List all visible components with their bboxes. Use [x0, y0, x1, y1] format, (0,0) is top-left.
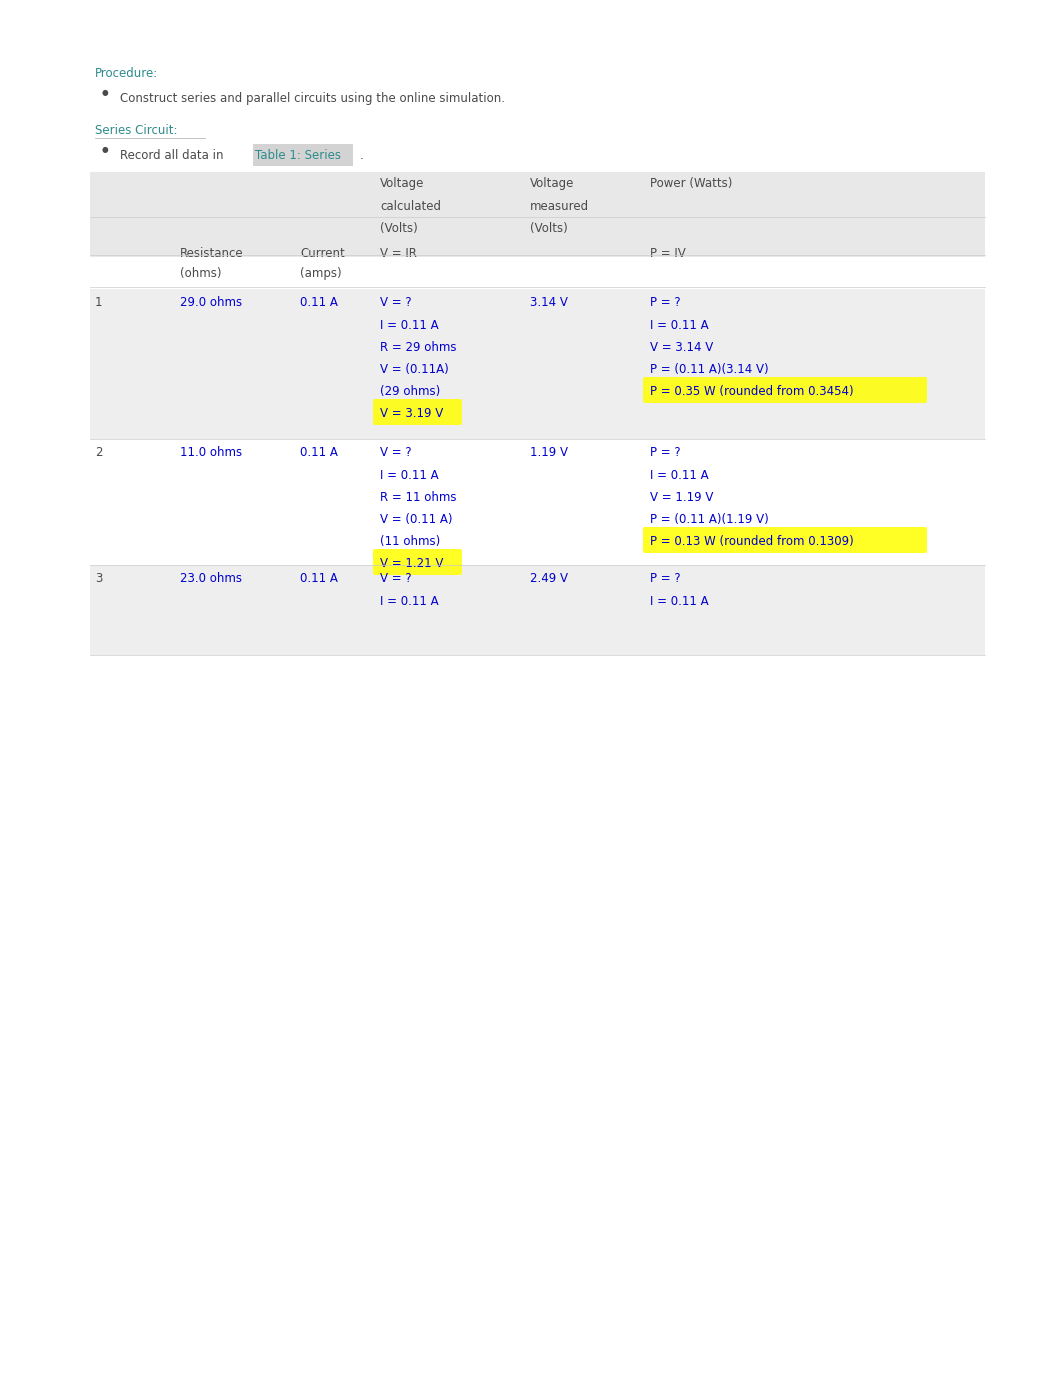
- Text: Current: Current: [299, 246, 345, 260]
- Text: Series Circuit:: Series Circuit:: [95, 124, 177, 136]
- FancyBboxPatch shape: [253, 145, 353, 167]
- Text: calculated: calculated: [380, 200, 441, 213]
- Text: V = 3.14 V: V = 3.14 V: [650, 341, 714, 354]
- Text: (ohms): (ohms): [179, 267, 222, 280]
- Text: 1.19 V: 1.19 V: [530, 446, 568, 459]
- Text: measured: measured: [530, 200, 589, 213]
- Text: 0.11 A: 0.11 A: [299, 446, 338, 459]
- Text: P = 0.35 W (rounded from 0.3454): P = 0.35 W (rounded from 0.3454): [650, 386, 854, 398]
- FancyBboxPatch shape: [373, 399, 462, 425]
- Text: 3.14 V: 3.14 V: [530, 296, 568, 308]
- Text: Resistance: Resistance: [179, 246, 243, 260]
- Text: V = ?: V = ?: [380, 571, 412, 585]
- Text: 2: 2: [95, 446, 103, 459]
- Text: V = (0.11 A): V = (0.11 A): [380, 514, 452, 526]
- Text: 0.11 A: 0.11 A: [299, 296, 338, 308]
- Text: 11.0 ohms: 11.0 ohms: [179, 446, 242, 459]
- Text: V = 1.19 V: V = 1.19 V: [650, 492, 714, 504]
- Text: (Volts): (Volts): [530, 222, 568, 235]
- Text: I = 0.11 A: I = 0.11 A: [650, 595, 708, 609]
- Text: Construct series and parallel circuits using the online simulation.: Construct series and parallel circuits u…: [120, 92, 506, 105]
- Text: (amps): (amps): [299, 267, 342, 280]
- Text: I = 0.11 A: I = 0.11 A: [380, 470, 439, 482]
- Text: P = IV: P = IV: [650, 246, 686, 260]
- Text: R = 29 ohms: R = 29 ohms: [380, 341, 457, 354]
- Text: P = 0.13 W (rounded from 0.1309): P = 0.13 W (rounded from 0.1309): [650, 536, 854, 548]
- FancyBboxPatch shape: [643, 377, 927, 403]
- Text: V = IR: V = IR: [380, 246, 417, 260]
- Text: V = 3.19 V: V = 3.19 V: [380, 408, 443, 420]
- Text: I = 0.11 A: I = 0.11 A: [650, 470, 708, 482]
- Text: P = ?: P = ?: [650, 446, 681, 459]
- Text: Voltage: Voltage: [530, 178, 575, 190]
- Text: 0.11 A: 0.11 A: [299, 571, 338, 585]
- Text: P = (0.11 A)(3.14 V): P = (0.11 A)(3.14 V): [650, 364, 769, 376]
- Text: (29 ohms): (29 ohms): [380, 386, 441, 398]
- FancyBboxPatch shape: [643, 527, 927, 554]
- Text: 2.49 V: 2.49 V: [530, 571, 568, 585]
- Text: (11 ohms): (11 ohms): [380, 536, 441, 548]
- Text: P = ?: P = ?: [650, 296, 681, 308]
- Text: Power (Watts): Power (Watts): [650, 178, 733, 190]
- Text: V = 1.21 V: V = 1.21 V: [380, 558, 443, 570]
- Text: 29.0 ohms: 29.0 ohms: [179, 296, 242, 308]
- FancyBboxPatch shape: [90, 565, 984, 655]
- FancyBboxPatch shape: [373, 549, 462, 576]
- Text: Voltage: Voltage: [380, 178, 425, 190]
- Text: P = ?: P = ?: [650, 571, 681, 585]
- Text: V = ?: V = ?: [380, 296, 412, 308]
- Text: 3: 3: [95, 571, 102, 585]
- Text: I = 0.11 A: I = 0.11 A: [380, 595, 439, 609]
- Text: (Volts): (Volts): [380, 222, 417, 235]
- Text: .: .: [360, 149, 364, 162]
- FancyBboxPatch shape: [90, 439, 984, 565]
- Text: 23.0 ohms: 23.0 ohms: [179, 571, 242, 585]
- Text: Record all data in: Record all data in: [120, 149, 223, 162]
- Text: I = 0.11 A: I = 0.11 A: [380, 319, 439, 332]
- Text: Procedure:: Procedure:: [95, 67, 158, 80]
- Text: ●: ●: [102, 145, 108, 154]
- Text: I = 0.11 A: I = 0.11 A: [650, 319, 708, 332]
- Text: ●: ●: [102, 88, 108, 96]
- Text: V = (0.11A): V = (0.11A): [380, 364, 449, 376]
- FancyBboxPatch shape: [90, 222, 984, 257]
- Text: V = ?: V = ?: [380, 446, 412, 459]
- Text: Table 1: Series: Table 1: Series: [255, 149, 341, 162]
- FancyBboxPatch shape: [90, 289, 984, 439]
- Text: 1: 1: [95, 296, 103, 308]
- Text: R = 11 ohms: R = 11 ohms: [380, 492, 457, 504]
- FancyBboxPatch shape: [90, 172, 984, 222]
- Text: P = (0.11 A)(1.19 V): P = (0.11 A)(1.19 V): [650, 514, 769, 526]
